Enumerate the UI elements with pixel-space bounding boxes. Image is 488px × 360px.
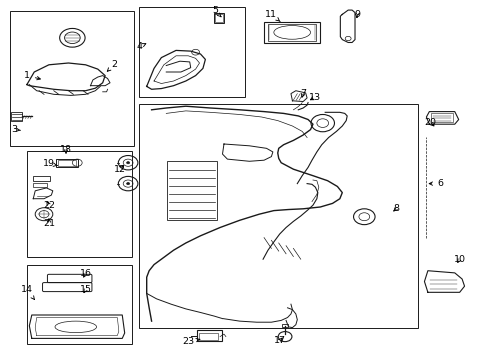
Bar — [213, 13, 224, 23]
Bar — [267, 24, 316, 41]
Text: 20: 20 — [424, 118, 435, 127]
Bar — [33, 176, 50, 181]
Text: 23: 23 — [182, 338, 200, 346]
Bar — [264, 22, 320, 43]
Bar — [11, 112, 21, 121]
Text: 5: 5 — [212, 6, 221, 17]
Bar — [198, 333, 218, 340]
Bar — [167, 161, 217, 220]
Text: 22: 22 — [43, 201, 55, 210]
Text: 10: 10 — [453, 255, 465, 264]
Bar — [430, 113, 452, 122]
Text: 19: 19 — [43, 159, 58, 168]
Text: 4: 4 — [136, 42, 145, 51]
Text: 6: 6 — [428, 179, 442, 188]
Text: 9: 9 — [353, 10, 359, 19]
Bar — [27, 265, 132, 344]
Bar — [27, 151, 132, 257]
Text: 21: 21 — [43, 219, 55, 228]
Circle shape — [126, 162, 129, 164]
Bar — [10, 11, 134, 146]
Text: 18: 18 — [60, 145, 72, 154]
Bar — [56, 159, 78, 167]
Text: 13: 13 — [309, 93, 321, 102]
Text: 8: 8 — [392, 204, 398, 213]
Bar — [215, 14, 223, 22]
Text: 11: 11 — [265, 10, 280, 22]
Bar — [282, 324, 287, 327]
Text: 2: 2 — [107, 60, 117, 71]
Bar — [197, 330, 222, 341]
Text: 3: 3 — [12, 125, 20, 134]
Text: 14: 14 — [21, 285, 34, 300]
Text: 12: 12 — [114, 165, 125, 174]
Text: 15: 15 — [80, 285, 91, 294]
Text: 7: 7 — [300, 89, 305, 98]
Text: 16: 16 — [80, 269, 91, 278]
Bar — [139, 104, 417, 328]
Bar — [33, 183, 47, 187]
Text: 1: 1 — [24, 71, 40, 80]
Circle shape — [126, 183, 129, 185]
Text: 17: 17 — [274, 336, 285, 345]
Bar — [139, 7, 244, 97]
Bar — [58, 160, 76, 166]
